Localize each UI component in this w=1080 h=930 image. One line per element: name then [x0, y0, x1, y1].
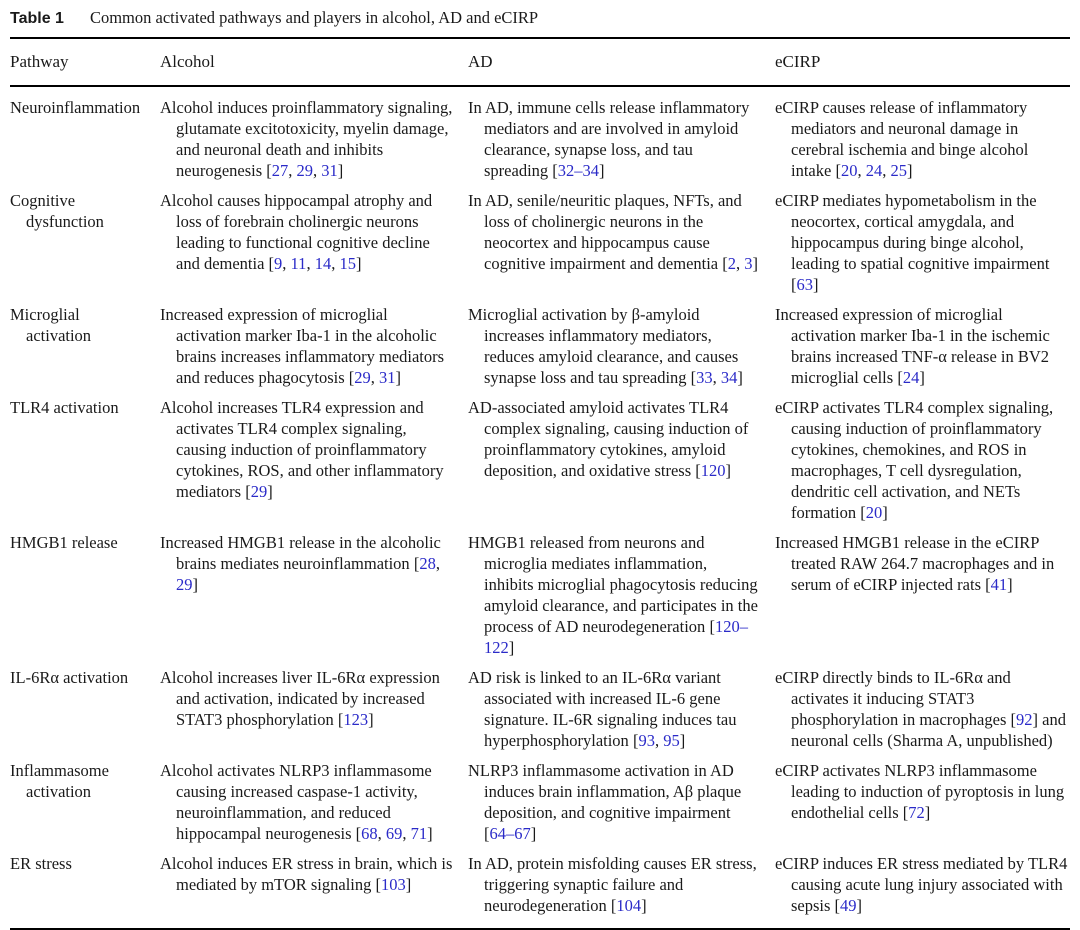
table-row: Microglial activation Increased expressi…	[10, 304, 1070, 388]
pathway-cell: Microglial activation	[10, 305, 92, 345]
citation-link[interactable]: 123	[343, 710, 369, 729]
ad-cell: In AD, protein misfolding causes ER stre…	[468, 854, 757, 915]
table-row: ER stress Alcohol induces ER stress in b…	[10, 853, 1070, 916]
citation-link[interactable]: 25	[890, 161, 907, 180]
citation-link[interactable]: 28	[419, 554, 436, 573]
ecirp-cell: eCIRP activates NLRP3 inflammasome leadi…	[775, 761, 1065, 822]
column-header-ad: AD	[468, 52, 493, 71]
citation-link[interactable]: 92	[1016, 710, 1033, 729]
citation-link[interactable]: 41	[990, 575, 1008, 594]
alcohol-cell: Alcohol increases liver IL-6Rα expressio…	[160, 668, 440, 729]
pathway-cell: IL-6Rα activation	[10, 668, 129, 687]
alcohol-cell: Increased expression of microglial activ…	[160, 305, 445, 387]
ecirp-cell: eCIRP causes release of inflammatory med…	[775, 98, 1029, 180]
table-row: Cognitive dysfunction Alcohol causes hip…	[10, 190, 1070, 295]
table-row: IL-6Rα activation Alcohol increases live…	[10, 667, 1070, 751]
citation-link[interactable]: 24	[902, 368, 920, 387]
citation-link[interactable]: 29	[250, 482, 268, 501]
citation-link[interactable]: 20	[865, 503, 883, 522]
citation-link[interactable]: 95	[663, 731, 680, 750]
citation-link[interactable]: 24	[865, 161, 883, 180]
table-row: Neuroinflammation Alcohol induces proinf…	[10, 97, 1070, 181]
alcohol-cell: Alcohol increases TLR4 expression and ac…	[160, 398, 444, 501]
citation-link[interactable]: 2	[727, 254, 737, 273]
citation-link[interactable]: 31	[379, 368, 396, 387]
citation-link[interactable]: 29	[354, 368, 371, 387]
citation-link[interactable]: 32–34	[557, 161, 600, 180]
ad-cell: AD-associated amyloid activates TLR4 com…	[468, 398, 749, 480]
column-header-alcohol: Alcohol	[160, 52, 215, 71]
citation-link[interactable]: 34	[720, 368, 738, 387]
ecirp-cell: eCIRP directly binds to IL-6Rα and activ…	[775, 668, 1066, 750]
table-caption-text: Common activated pathways and players in…	[89, 8, 539, 27]
table-row: Inflammasome activation Alcohol activate…	[10, 760, 1070, 844]
alcohol-cell: Alcohol induces proinflammatory signalin…	[160, 98, 453, 180]
citation-link[interactable]: 14	[314, 254, 332, 273]
pathway-cell: TLR4 activation	[10, 398, 119, 417]
ad-cell: In AD, immune cells release inflammatory…	[468, 98, 750, 180]
citation-link[interactable]: 20	[840, 161, 858, 180]
citation-link[interactable]: 31	[321, 161, 338, 180]
table-row: TLR4 activation Alcohol increases TLR4 e…	[10, 397, 1070, 523]
citation-link[interactable]: 120	[700, 461, 726, 480]
alcohol-cell: Alcohol activates NLRP3 inflammasome cau…	[160, 761, 433, 843]
citation-link[interactable]: 63	[796, 275, 814, 294]
ecirp-cell: Increased HMGB1 release in the eCIRP tre…	[775, 533, 1055, 594]
citation-link[interactable]: 15	[339, 254, 356, 273]
table-body: Neuroinflammation Alcohol induces proinf…	[10, 87, 1070, 930]
table-row: HMGB1 release Increased HMGB1 release in…	[10, 532, 1070, 658]
column-header-ecirp: eCIRP	[775, 52, 821, 71]
citation-link[interactable]: 68	[361, 824, 378, 843]
citation-link[interactable]: 72	[908, 803, 925, 822]
citation-link[interactable]: 71	[410, 824, 428, 843]
citation-link[interactable]: 29	[176, 575, 193, 594]
citation-link[interactable]: 64–67	[489, 824, 531, 843]
pathway-cell: Neuroinflammation	[10, 98, 141, 117]
citation-link[interactable]: 120–122	[484, 617, 748, 657]
ecirp-cell: eCIRP mediates hypometabolism in the neo…	[775, 191, 1050, 294]
citation-link[interactable]: 11	[290, 254, 307, 273]
citation-link[interactable]: 93	[638, 731, 655, 750]
pathway-cell: ER stress	[10, 854, 72, 873]
citation-link[interactable]: 69	[385, 824, 403, 843]
citation-link[interactable]: 49	[840, 896, 857, 915]
table-caption-row: Table 1 Common activated pathways and pl…	[10, 8, 1070, 39]
ad-cell: Microglial activation by β-amyloid incre…	[468, 305, 743, 387]
citation-link[interactable]: 29	[296, 161, 314, 180]
column-header-pathway: Pathway	[10, 52, 69, 71]
citation-link[interactable]: 104	[616, 896, 642, 915]
ad-cell: In AD, senile/neuritic plaques, NFTs, an…	[468, 191, 759, 273]
alcohol-cell: Alcohol induces ER stress in brain, whic…	[160, 854, 453, 894]
citation-link[interactable]: 103	[381, 875, 406, 894]
pathway-cell: HMGB1 release	[10, 533, 118, 552]
table-label: Table 1	[10, 10, 64, 27]
citation-link[interactable]: 3	[744, 254, 753, 273]
citation-link[interactable]: 27	[271, 161, 289, 180]
alcohol-cell: Alcohol causes hippocampal atrophy and l…	[160, 191, 433, 273]
ad-cell: HMGB1 released from neurons and microgli…	[468, 533, 758, 657]
ad-cell: NLRP3 inflammasome activation in AD indu…	[468, 761, 742, 843]
alcohol-cell: Increased HMGB1 release in the alcoholic…	[160, 533, 441, 594]
citation-link[interactable]: 33	[696, 368, 713, 387]
ecirp-cell: eCIRP induces ER stress mediated by TLR4…	[775, 854, 1068, 915]
ad-cell: AD risk is linked to an IL-6Rα variant a…	[468, 668, 737, 750]
ecirp-cell: eCIRP activates TLR4 complex signaling, …	[775, 398, 1054, 522]
table-header-row: Pathway Alcohol AD eCIRP	[10, 39, 1070, 87]
pathway-cell: Cognitive dysfunction	[10, 191, 104, 231]
citation-link[interactable]: 9	[274, 254, 283, 273]
pathway-cell: Inflammasome activation	[10, 761, 109, 801]
ecirp-cell: Increased expression of microglial activ…	[775, 305, 1050, 387]
